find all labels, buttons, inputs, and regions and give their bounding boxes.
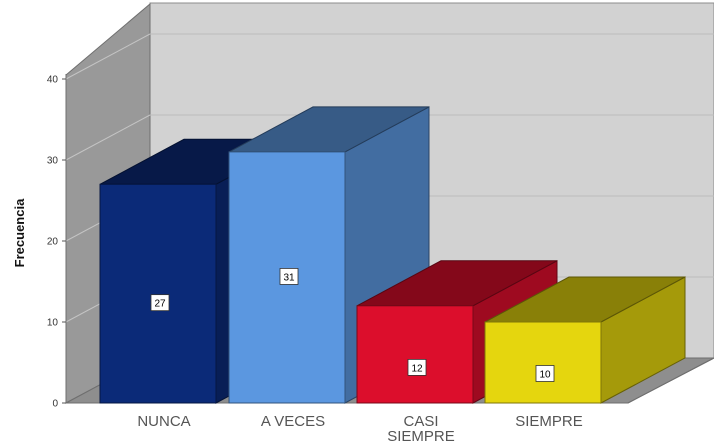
y-tick-label: 10	[47, 318, 59, 329]
y-tick-label: 40	[47, 75, 59, 86]
data-label: 31	[283, 272, 295, 283]
x-tick-label: CASI SIEMPRE	[387, 413, 455, 445]
data-label-box	[535, 365, 555, 382]
y-tick-label: 20	[47, 237, 59, 248]
y-axis-title: Frecuencia	[12, 198, 27, 267]
y-tick-label: 0	[52, 399, 58, 410]
x-tick-label: A VECES	[261, 413, 325, 430]
floor-edge	[627, 357, 714, 404]
bar: 31	[228, 106, 430, 404]
gridline-side	[65, 114, 151, 161]
bar: 10	[484, 276, 686, 404]
category-labels: NUNCA A VECES CASI SIEMPRE SIEMPRE	[137, 413, 582, 445]
data-label: 27	[154, 299, 166, 310]
data-label: 10	[539, 370, 551, 381]
x-tick-label: SIEMPRE	[515, 413, 583, 430]
x-tick-label: NUNCA	[137, 413, 190, 430]
y-axis: 0 10 20 30 40	[47, 74, 67, 410]
gridline-side	[65, 33, 151, 80]
data-label-box	[407, 358, 427, 376]
data-label: 12	[411, 363, 423, 374]
data-label-box	[279, 268, 299, 285]
bar-front	[99, 183, 217, 404]
data-label-box	[150, 294, 170, 312]
bar-front	[484, 321, 602, 404]
y-tick-label: 30	[47, 156, 59, 167]
bar-front	[356, 305, 474, 404]
bars: 27 31 12 10	[99, 106, 686, 404]
